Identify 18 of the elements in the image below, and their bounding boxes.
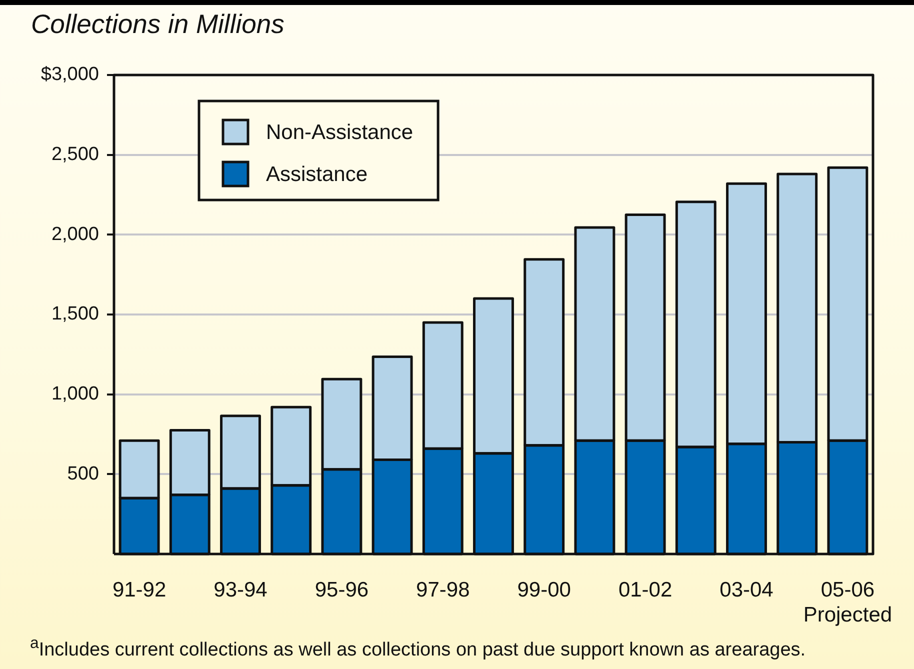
x-tick-label: 93-94 [214, 578, 268, 602]
x-tick-label: 01-02 [618, 578, 672, 602]
y-tick-label: 500 [67, 463, 99, 484]
legend-label: Assistance [266, 162, 368, 186]
y-tick-label: 1,000 [51, 384, 99, 405]
x-tick-label: 05-06 Projected [803, 578, 892, 627]
x-tick-label: 03-04 [720, 578, 774, 602]
x-tick-label: 97-98 [416, 578, 470, 602]
legend-label: Non-Assistance [266, 120, 414, 144]
y-tick-label: 2,000 [51, 224, 99, 245]
y-tick-label: 2,500 [51, 144, 99, 166]
y-tick-label: 1,500 [51, 304, 99, 325]
x-tick-label: 91-92 [112, 578, 166, 602]
chart-title: Collections in Millions [31, 9, 284, 39]
y-tick-label: $3,000 [40, 64, 99, 86]
x-tick-label: 95-96 [314, 578, 369, 602]
text: $^{a}$Includes current collections as well as collections on past due support known as arearages. [30, 634, 806, 662]
x-tick-label: 99-00 [517, 578, 571, 602]
